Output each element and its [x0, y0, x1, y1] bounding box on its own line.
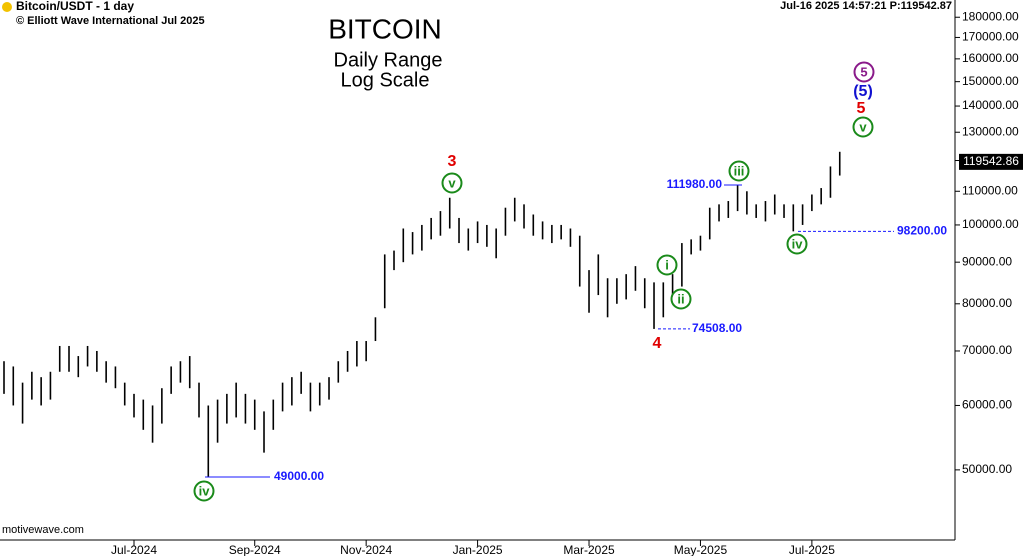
header: Bitcoin/USDT - 1 day [16, 0, 134, 13]
y-tick-label: 110000.00 [962, 183, 1018, 197]
wave-circle [853, 61, 875, 83]
wave-label: iv [792, 236, 804, 251]
wave-label: v [448, 175, 456, 190]
wave-label: 5 [860, 64, 867, 79]
quote: Jul-16 2025 14:57:21 P:119542.87 [780, 0, 952, 12]
last-price-label: 119542.86 [963, 154, 1019, 168]
wave-circle [852, 116, 874, 138]
x-tick-label: Mar-2025 [563, 543, 615, 556]
y-tick-label: 100000.00 [962, 217, 1019, 231]
wave-label: 3 [448, 153, 457, 170]
wave-circle [656, 254, 678, 276]
wave-label: iii [734, 163, 745, 178]
wave-label: (5) [853, 83, 873, 100]
y-tick-label: 90000.00 [962, 254, 1012, 268]
x-tick-label: Jul-2024 [111, 543, 157, 556]
x-tick-label: Sep-2024 [229, 543, 281, 556]
copyright: © Elliott Wave International Jul 2025 [16, 15, 205, 27]
last-price-tag [959, 153, 1023, 170]
wave-label: iv [199, 483, 211, 498]
wave-circle [441, 172, 463, 194]
y-tick-label: 50000.00 [962, 462, 1012, 476]
x-tick-label: Jul-2025 [789, 543, 835, 556]
y-tick-label: 140000.00 [962, 98, 1019, 112]
x-tick-label: Jan-2025 [453, 543, 503, 556]
y-tick-label: 80000.00 [962, 296, 1012, 310]
wave-circle [786, 233, 808, 255]
y-tick-label: 130000.00 [962, 124, 1019, 138]
subtitle: Daily Range [334, 49, 443, 71]
y-tick-label: 70000.00 [962, 343, 1012, 357]
wave-circle [670, 288, 692, 310]
level-label: 98200.00 [897, 224, 947, 238]
wave-circle [728, 160, 750, 182]
y-tick-label: 150000.00 [962, 74, 1019, 88]
wave-label: i [665, 257, 669, 272]
y-tick-label: 180000.00 [962, 9, 1019, 23]
y-tick-label: 170000.00 [962, 30, 1019, 44]
watermark: motivewave.com [2, 524, 84, 536]
wave-label: 4 [653, 335, 662, 352]
wave-label: ii [677, 291, 684, 306]
wave-label: v [859, 119, 867, 134]
symbol-dot [2, 2, 12, 12]
level-label: 49000.00 [274, 469, 324, 483]
y-tick-label: 160000.00 [962, 51, 1019, 65]
x-tick-label: Nov-2024 [340, 543, 392, 556]
scale-note: Log Scale [341, 69, 430, 91]
wave-label: 5 [857, 100, 866, 117]
wave-circle [193, 480, 215, 502]
x-tick-label: May-2025 [674, 543, 728, 556]
level-label: 74508.00 [692, 321, 742, 335]
y-tick-label: 60000.00 [962, 398, 1012, 412]
chart-title: BITCOIN [328, 13, 442, 44]
level-label: 111980.00 [667, 177, 723, 191]
